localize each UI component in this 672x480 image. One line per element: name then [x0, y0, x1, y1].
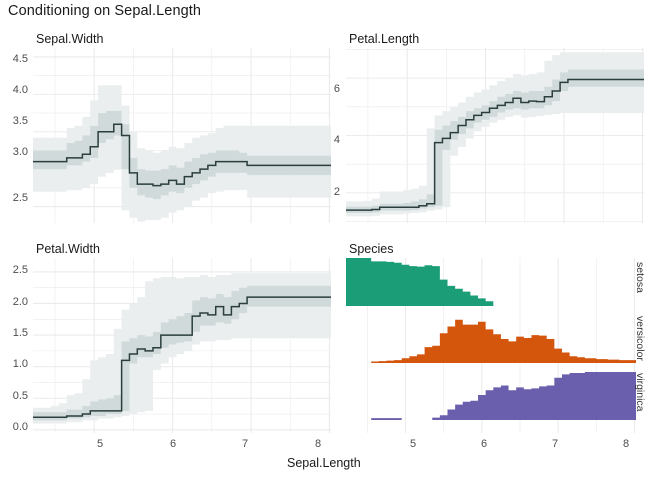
svg-petal-length — [346, 48, 644, 223]
xtick-left-7: 7 — [241, 438, 249, 450]
xtick-left-8: 8 — [314, 438, 322, 450]
strip-label-virginica: virginica — [634, 373, 646, 412]
panel-title-sepal-width: Sepal.Width — [36, 32, 104, 46]
panel-title-petal-width: Petal.Width — [36, 242, 100, 256]
ytick-sw-3_0: 3.0 — [12, 146, 28, 158]
ytick-pl-2: 2 — [333, 186, 340, 198]
ytick-sw-2_5: 2.5 — [12, 192, 28, 204]
ytick-pl-4: 4 — [333, 134, 340, 146]
xtick-right-5: 5 — [409, 438, 417, 450]
ytick-pw-1_0: 1.0 — [12, 358, 28, 370]
plot-species — [346, 258, 636, 433]
svg-species — [346, 258, 636, 433]
plot-petal-width — [33, 258, 331, 433]
svg-petal-width — [33, 258, 331, 433]
xtick-left-5: 5 — [96, 438, 104, 450]
xtick-right-6: 6 — [480, 438, 488, 450]
panel-title-petal-length: Petal.Length — [349, 32, 420, 46]
ytick-pw-2_0: 2.0 — [12, 296, 28, 308]
strip-label-versicolor: versicolor — [634, 316, 646, 361]
xtick-left-6: 6 — [169, 438, 177, 450]
ytick-pl-6: 6 — [333, 83, 340, 95]
ytick-sw-4_0: 4.0 — [12, 84, 28, 96]
ytick-pw-0_0: 0.0 — [12, 421, 28, 433]
strip-label-setosa: setosa — [634, 262, 646, 293]
plot-petal-length — [346, 48, 644, 223]
ytick-sw-3_5: 3.5 — [12, 115, 28, 127]
xtick-right-8: 8 — [622, 438, 630, 450]
figure-title: Conditioning on Sepal.Length — [8, 3, 202, 19]
x-axis-title: Sepal.Length — [287, 456, 361, 470]
xtick-right-7: 7 — [551, 438, 559, 450]
plot-sepal-width — [33, 48, 331, 223]
ytick-pw-2_5: 2.5 — [12, 264, 28, 276]
ytick-pw-1_5: 1.5 — [12, 327, 28, 339]
svg-sepal-width — [33, 48, 331, 223]
ytick-sw-4_5: 4.5 — [12, 53, 28, 65]
ytick-pw-0_5: 0.5 — [12, 390, 28, 402]
panel-title-species: Species — [349, 242, 394, 256]
